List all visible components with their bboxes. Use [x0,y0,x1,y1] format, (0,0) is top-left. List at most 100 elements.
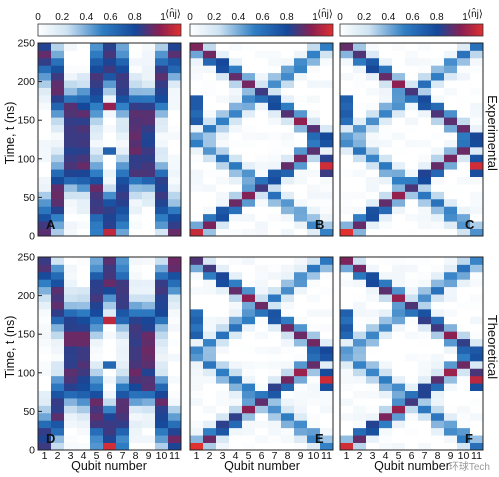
heatmap-cell [353,286,367,295]
heatmap-cell [64,221,78,229]
heatmap-cell [229,383,243,392]
heatmap-cell [203,346,217,354]
heatmap-cell [77,65,91,74]
x-tick-label: 1 [194,450,200,462]
heatmap-cell [340,294,354,302]
heatmap-cell [281,124,295,133]
heatmap-cell [431,213,445,222]
heatmap-cell [255,331,269,340]
heatmap-cell [444,146,458,155]
heatmap-cell [320,308,334,317]
heatmap-cell [353,139,367,148]
heatmap-cell [366,405,380,414]
heatmap-cell [294,161,308,170]
heatmap-cell [155,420,169,429]
heatmap-cell [255,383,269,392]
heatmap-cell [190,383,204,392]
x-tick-label: 3 [220,450,226,462]
heatmap-cell [457,124,471,133]
heatmap-panel-d: D [37,256,182,451]
heatmap-cell [470,80,484,88]
heatmap-cell [268,146,282,155]
heatmap-cell [255,124,269,133]
heatmap-cell [77,43,91,51]
heatmap-cell [242,346,256,354]
heatmap-cell [431,353,445,362]
heatmap-cell [116,435,130,443]
heatmap-cell [268,87,282,96]
heatmap-cell [379,124,393,133]
heatmap-cell [38,271,52,280]
heatmap-cell [129,390,143,399]
heatmap-cell [268,50,282,59]
heatmap-cell [38,286,52,295]
heatmap-cell [307,353,321,362]
heatmap-cell [353,154,367,163]
heatmap-cell [168,161,182,170]
heatmap-cell [418,412,432,421]
heatmap-cell [255,420,269,429]
heatmap-cell [405,154,419,163]
heatmap-cell [307,264,321,273]
heatmap-cell [418,206,432,215]
heatmap-cell [38,80,52,88]
y-axis-label-bottom: Time, t (ns) [3,316,17,379]
heatmap-cell [77,427,91,436]
heatmap-cell [392,87,406,96]
heatmap-cell [366,176,380,185]
heatmap-cell [418,360,432,369]
x-tick-label: 1 [344,450,350,462]
heatmap-cell [307,331,321,340]
heatmap-cell [155,405,169,414]
heatmap-cell [457,176,471,185]
heatmap-cell [168,176,182,185]
heatmap-cell [129,65,143,74]
heatmap-cell [216,57,230,66]
heatmap-cell [353,80,367,88]
x-tick-label: 6 [259,450,265,462]
heatmap-cell [457,294,471,302]
heatmap-cell [38,184,52,192]
heatmap-cell [64,169,78,178]
heatmap-cell [294,50,308,59]
heatmap-cell [90,184,104,192]
heatmap-cell [229,427,243,436]
x-tick-label: 8 [133,450,139,462]
heatmap-cell [38,117,52,126]
heatmap-cell [444,286,458,295]
heatmap-cell [366,146,380,155]
heatmap-cell [418,154,432,163]
heatmap-cell [229,308,243,317]
colorbar-label: ⟨n̂j⟩ [467,6,483,20]
heatmap-panels: A B CD E F [37,42,484,451]
heatmap-cell [320,316,334,325]
heatmap-cell [444,43,458,51]
heatmap-cell [255,57,269,66]
heatmap-cell [281,412,295,421]
heatmap-cell [444,169,458,178]
x-axis: 1 2 3 4 5 6 7 8 9 10 11 1 2 3 4 5 6 7 8 9 10 11 1 2 3 4 5 6 7 8 9 10 11 [42,450,483,462]
heatmap-cell [444,139,458,148]
heatmap-cell [307,80,321,88]
heatmap-cell [418,390,432,399]
heatmap-cell [129,346,143,354]
heatmap-cell [203,338,217,347]
heatmap-cell [307,109,321,118]
heatmap-cell [307,323,321,332]
heatmap-cell [470,94,484,103]
heatmap-cell [340,323,354,332]
heatmap-cell [64,323,78,332]
watermark: 环球Tech [449,460,490,473]
heatmap-cell [38,405,52,414]
heatmap-cell [116,102,130,111]
heatmap-cell [129,294,143,302]
heatmap-cell [216,221,230,229]
heatmap-cell [392,146,406,155]
heatmap-cell [142,294,156,302]
heatmap-cell [142,228,156,237]
heatmap-cell [216,65,230,74]
heatmap-cell [203,420,217,429]
heatmap-cell [431,146,445,155]
heatmap-cell [379,139,393,148]
heatmap-cell [366,360,380,369]
